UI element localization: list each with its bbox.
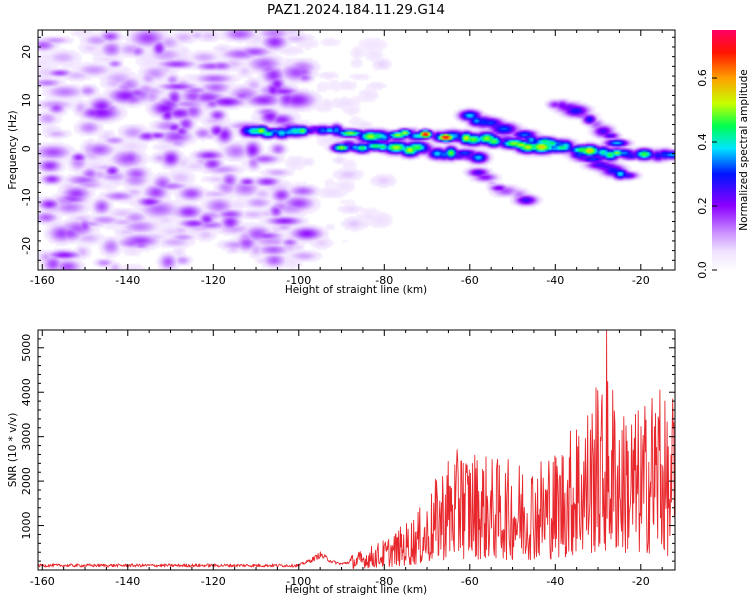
x-tick-label: -140 (115, 274, 140, 287)
chart-title: PAZ1.2024.184.11.29.G14 (267, 2, 445, 18)
colorbar-ticks: 0.0 0.2 0.4 0.6 (696, 69, 717, 279)
spectrogram-x-axis-label: Height of straight line (km) (285, 284, 427, 296)
x-tick-label: -80 (375, 575, 393, 588)
x-tick-label: -40 (546, 575, 564, 588)
x-tick-label: -140 (115, 575, 140, 588)
snr-ticks: -160 -140 -120 -100 -80 -60 -40 -20 1000 2000 3000… (20, 329, 675, 588)
y-tick-label: 0 (20, 145, 33, 152)
snr-y-axis-label: SNR (10 * v/v) (7, 413, 19, 488)
y-tick-label: -10 (20, 188, 33, 206)
x-tick-label: -120 (201, 575, 226, 588)
x-tick-label: -100 (286, 575, 311, 588)
y-tick-label: 3000 (20, 423, 33, 451)
y-tick-label: 20 (20, 45, 33, 59)
colorbar-tick-label: 0.4 (696, 133, 709, 151)
colorbar-tick-label: 0.6 (696, 69, 709, 87)
y-tick-label: 1000 (20, 512, 33, 540)
colorbar-gradient (712, 30, 736, 270)
y-tick-label: 4000 (20, 378, 33, 406)
colorbar-tick-label: 0.2 (696, 197, 709, 215)
spectrogram-frame (37, 29, 676, 271)
spectrogram-heatmap (38, 30, 675, 270)
x-tick-label: -40 (546, 274, 564, 287)
x-tick-label: -60 (461, 274, 479, 287)
y-tick-label: -20 (20, 237, 33, 255)
snr-panel: -160 -140 -120 -100 -80 -60 -40 -20 1000 2000 3000… (7, 329, 676, 596)
x-tick-label: -60 (461, 575, 479, 588)
y-tick-label: 5000 (20, 334, 33, 362)
snr-x-axis-label: Height of straight line (km) (285, 584, 427, 596)
x-tick-label: -120 (201, 274, 226, 287)
y-tick-label: 2000 (20, 467, 33, 495)
x-tick-label: -20 (632, 575, 650, 588)
x-tick-label: -160 (30, 274, 55, 287)
x-tick-label: -80 (375, 274, 393, 287)
spectrogram-panel: -160 -140 -120 -100 -80 -60 -40 -20-20-1001020 … (7, 29, 676, 296)
y-tick-label: 10 (20, 93, 33, 107)
colorbar: 0.0 0.2 0.4 0.6 Normalized spectral amplitu… (696, 30, 750, 279)
spectrogram-y-axis-label: Frequency (Hz) (7, 110, 19, 189)
snr-series-line (38, 330, 675, 569)
snr-frame (37, 329, 676, 571)
colorbar-tick-label: 0.0 (696, 261, 709, 279)
x-tick-label: -20 (632, 274, 650, 287)
x-tick-label: -160 (30, 575, 55, 588)
colorbar-label: Normalized spectral amplitude (738, 69, 750, 230)
x-tick-label: -100 (286, 274, 311, 287)
